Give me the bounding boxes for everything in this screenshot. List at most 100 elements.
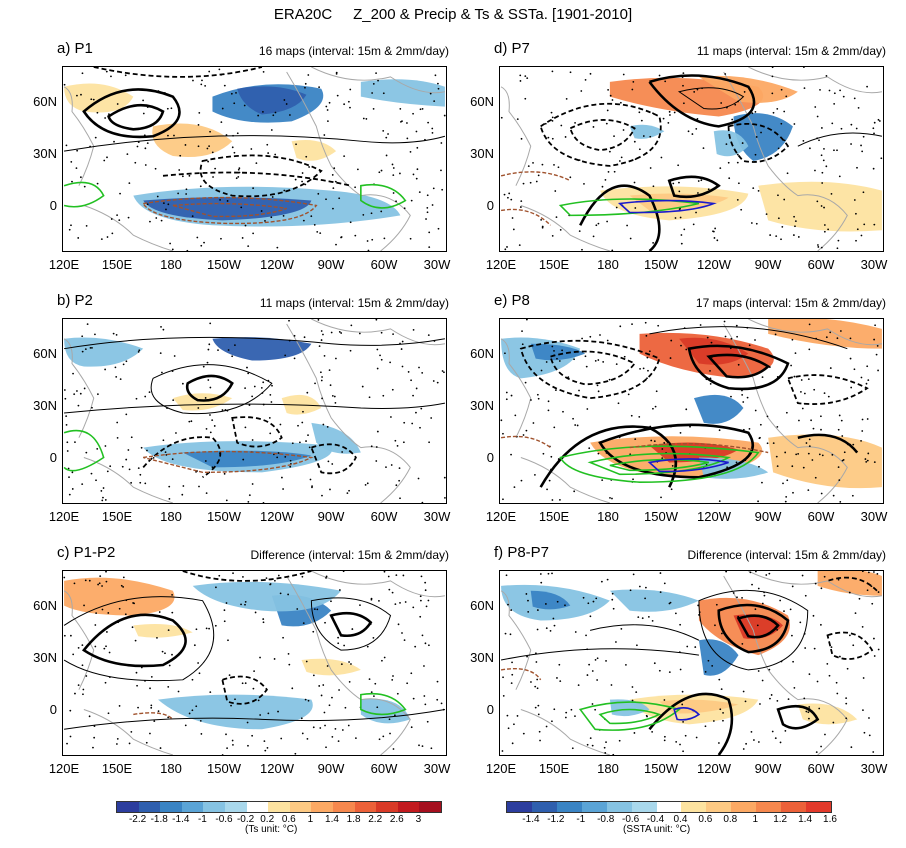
colorbar-swatch (160, 802, 182, 812)
contour-dash (786, 374, 869, 405)
anomaly-shading (679, 337, 749, 365)
stippling (63, 571, 445, 755)
contour-thin (649, 326, 848, 350)
x-tick-label: 120E (485, 509, 517, 524)
x-tick-label: 180 (160, 257, 182, 272)
contour-green (360, 183, 407, 209)
contour-thin (500, 648, 699, 661)
anomaly-shading (797, 703, 858, 725)
y-tick-label: 60N (470, 598, 494, 613)
contour-thin (63, 336, 446, 350)
contour-brown (172, 202, 287, 218)
anomaly-shading (530, 590, 571, 610)
colorbar-label: 1.4 (798, 814, 813, 825)
contour-dash (93, 67, 263, 78)
colorbar-label: 0.4 (673, 814, 688, 825)
x-tick-label: 60W (807, 509, 835, 524)
coastline (311, 67, 446, 94)
coastline (748, 67, 883, 94)
anomaly-shading (698, 75, 798, 103)
map-panel-a (62, 66, 447, 252)
x-tick-label: 30W (860, 761, 888, 776)
colorbar-swatch (507, 802, 532, 812)
y-tick-label: 30N (470, 398, 494, 413)
contour-thick (598, 423, 755, 479)
coastline (500, 86, 532, 186)
x-tick-label: 180 (597, 761, 619, 776)
contour-thick (648, 692, 734, 755)
x-tick-label: 90W (317, 257, 345, 272)
y-tick-label: 60N (33, 94, 57, 109)
colorbar-label: 1 (752, 814, 758, 825)
contour-brown (500, 435, 551, 449)
x-tick-label: 60W (807, 761, 835, 776)
coastline (83, 709, 174, 755)
y-tick-label: 60N (470, 346, 494, 361)
x-tick-label: 90W (754, 257, 782, 272)
x-tick-label: 90W (317, 761, 345, 776)
stippling (500, 67, 883, 251)
colorbar-swatch (656, 802, 682, 812)
anomaly-shading (609, 589, 699, 612)
contour-green (63, 181, 105, 208)
contour-brown (500, 208, 552, 226)
y-tick-label: 30N (33, 650, 57, 665)
anomaly-shading (360, 79, 445, 107)
colorbar-swatch (631, 802, 657, 812)
panel-label-f: f) P8-P7 (494, 544, 550, 561)
y-tick-label: 0 (49, 450, 57, 465)
colorbar-label: -0.6 (215, 814, 233, 825)
colorbar-swatch (606, 802, 632, 812)
colorbar-swatch (581, 802, 607, 812)
colorbar-label: 2.2 (368, 814, 383, 825)
x-tick-label: 120W (697, 257, 731, 272)
anomaly-shading (733, 113, 793, 161)
contour-green (587, 452, 732, 476)
coastline (311, 571, 446, 598)
coastline (723, 71, 848, 251)
coastline (520, 205, 611, 251)
stippling (500, 319, 879, 503)
colorbar-label: -1.4 (522, 814, 540, 825)
contour-brown (500, 171, 571, 182)
colorbar-swatch (332, 802, 355, 812)
colorbar-swatch (268, 802, 290, 812)
y-tick-label: 0 (49, 198, 57, 213)
map-b (63, 319, 446, 503)
contour-thin (63, 135, 446, 152)
contour-thick (706, 353, 771, 379)
x-tick-label: 120W (697, 509, 731, 524)
coastline (63, 86, 95, 186)
colorbar-swatch (138, 802, 161, 812)
colorbar-swatch (289, 802, 312, 812)
panel-info-c: Difference (interval: 15m & 2mm/day) (250, 548, 449, 562)
anomaly-shading (609, 699, 650, 717)
anomaly-shading (817, 571, 882, 596)
y-tick-label: 60N (470, 94, 494, 109)
map-panel-d (499, 66, 884, 252)
colorbar-label: 0.8 (723, 814, 738, 825)
x-tick-label: 60W (370, 257, 398, 272)
anomaly-shading (192, 581, 342, 612)
figure-title: ERA20C Z_200 & Precip & Ts & SSTa. [1901… (273, 6, 633, 23)
coastline (723, 575, 848, 755)
contour-thin (63, 596, 215, 682)
contour-thin (64, 402, 446, 414)
contour-brown (143, 450, 314, 474)
coastline (311, 319, 446, 346)
anomaly-shading (693, 394, 744, 424)
contour-thick (185, 374, 234, 402)
x-tick-label: 30W (423, 257, 451, 272)
contour-dash (310, 443, 357, 475)
x-tick-label: 150E (538, 257, 570, 272)
y-tick-label: 60N (33, 346, 57, 361)
colorbar-label: -1 (197, 814, 207, 825)
anomaly-shading (158, 694, 313, 730)
y-tick-label: 0 (486, 198, 494, 213)
x-tick-label: 120W (260, 509, 294, 524)
colorbar-ssta-unit: (SSTA unit: °C) (623, 824, 691, 835)
colorbar-label: -1.8 (150, 814, 168, 825)
contour-green (63, 429, 105, 472)
colorbar-swatch (419, 802, 441, 812)
x-tick-label: 150W (207, 509, 241, 524)
